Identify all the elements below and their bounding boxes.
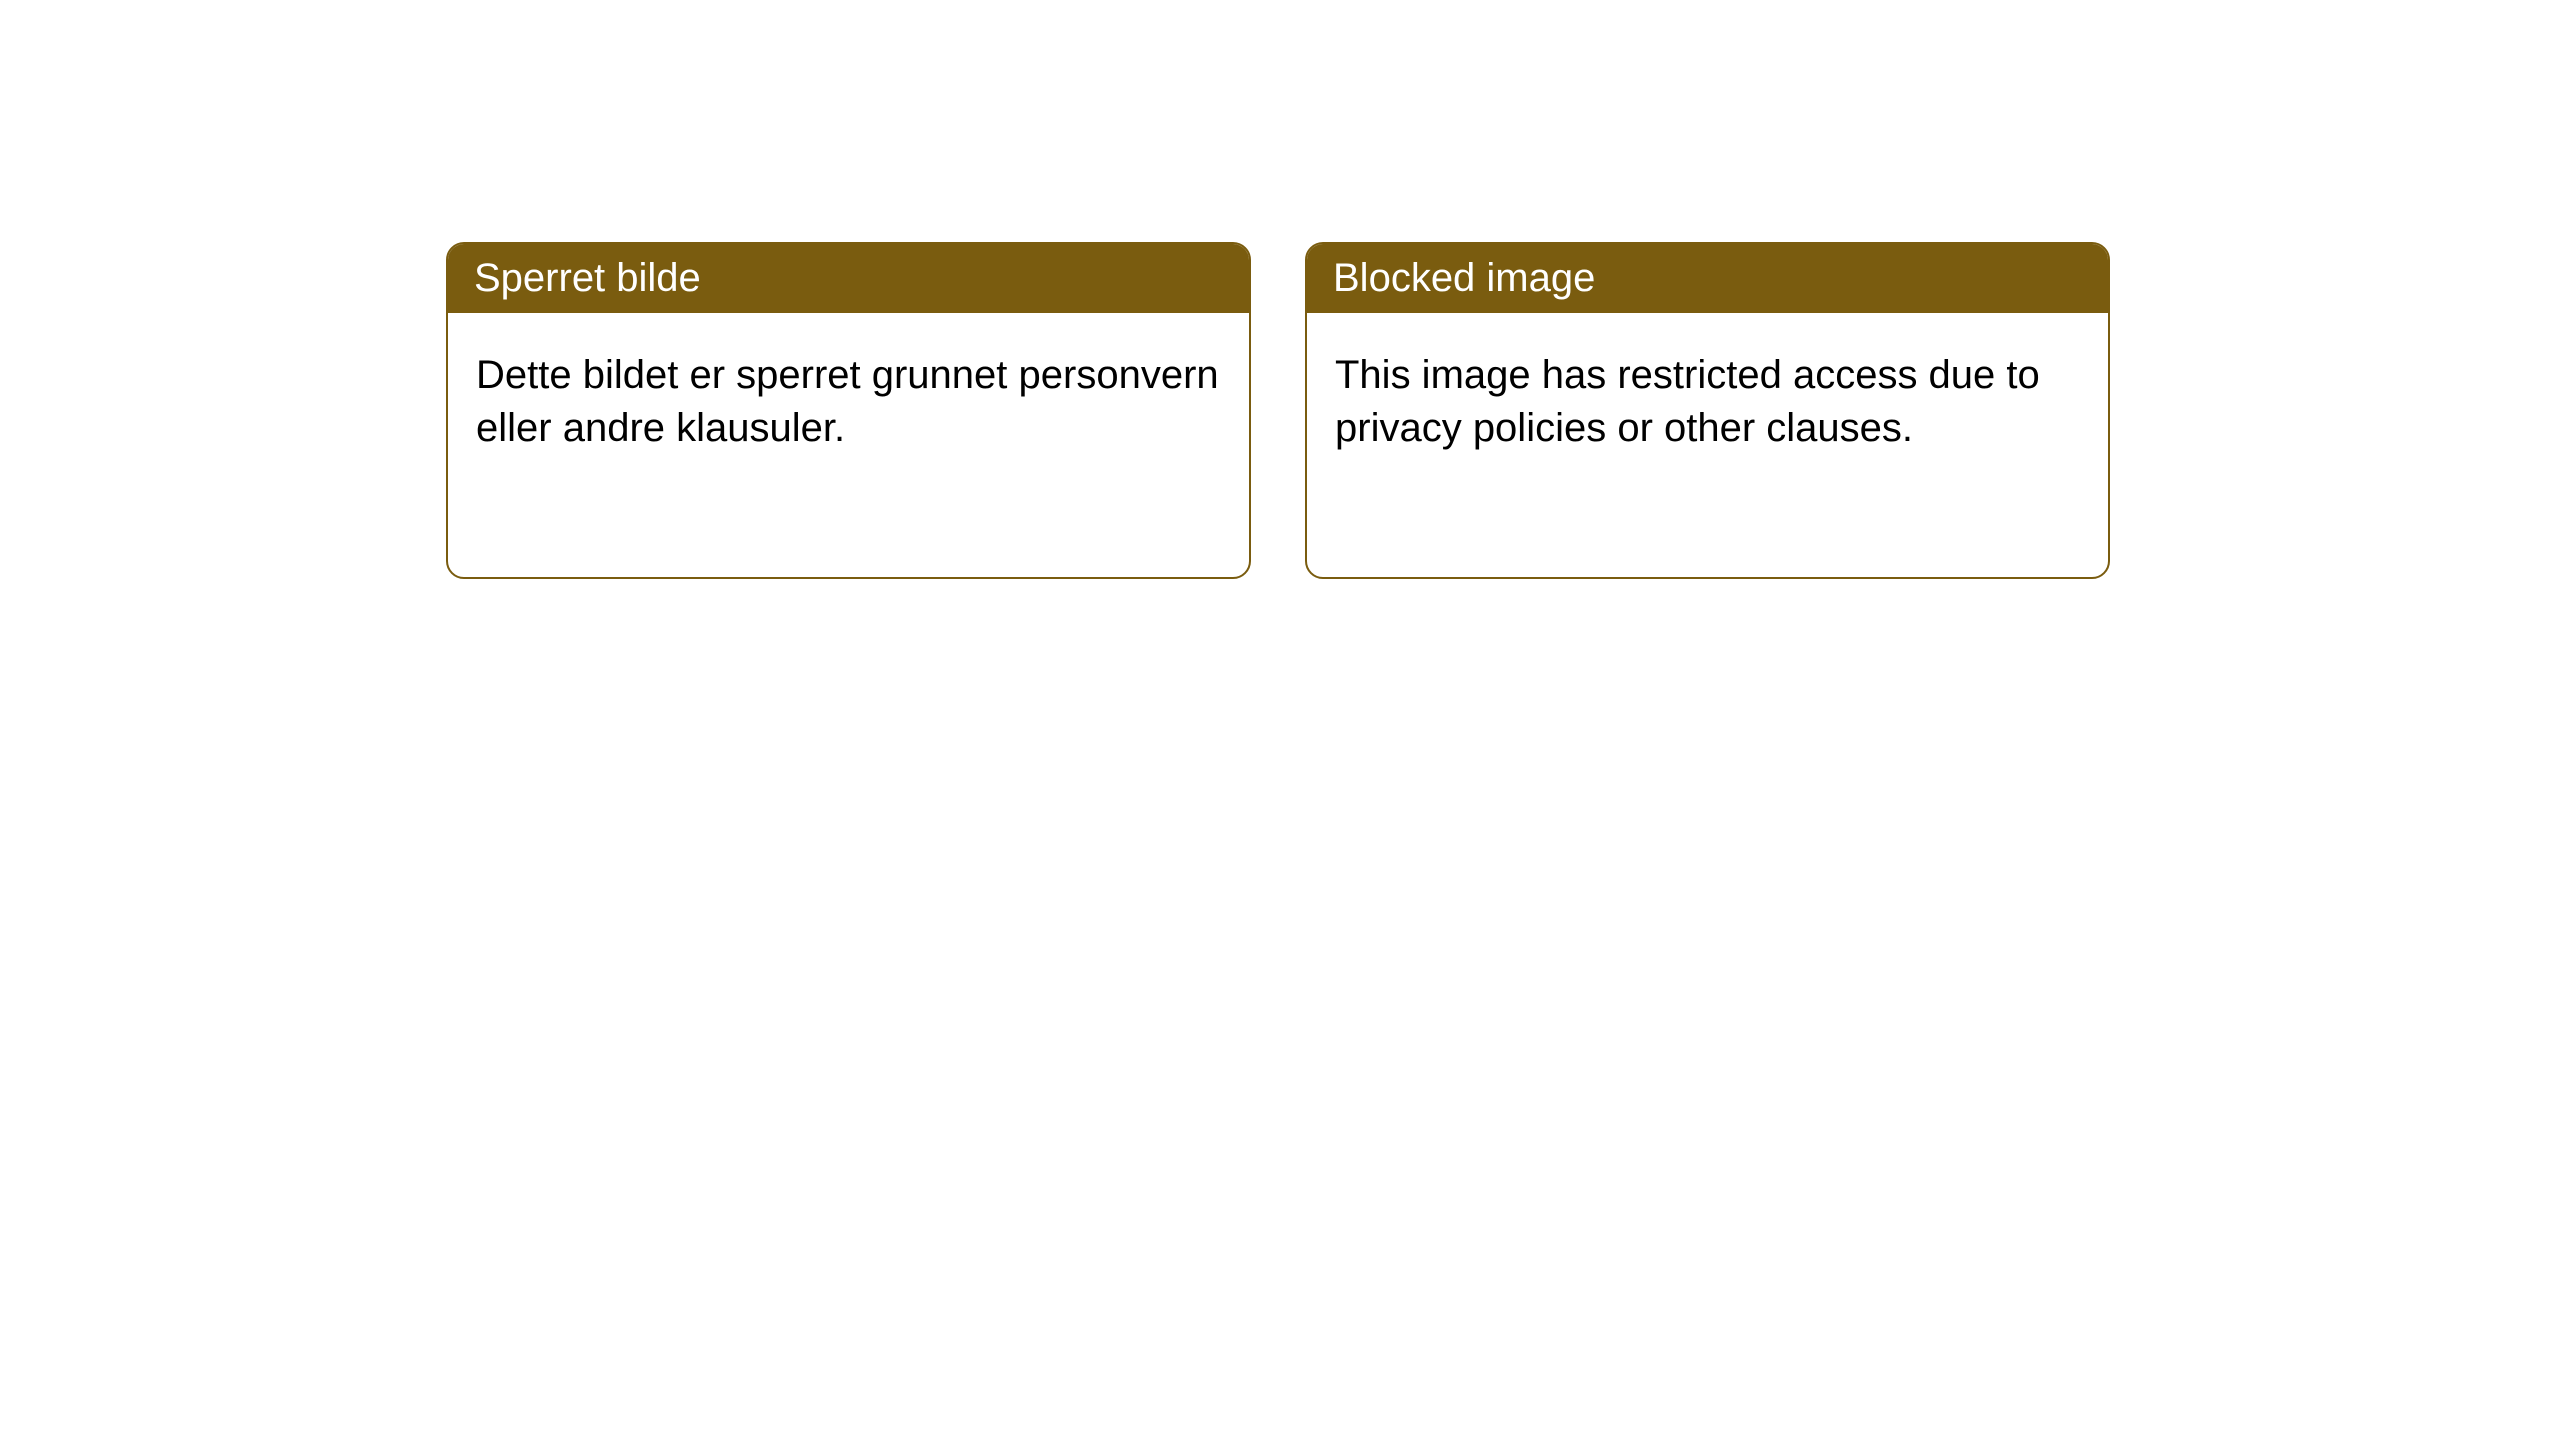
notice-card-english: Blocked image This image has restricted …: [1305, 242, 2110, 579]
notice-body-english: This image has restricted access due to …: [1307, 313, 2108, 491]
notice-card-norwegian: Sperret bilde Dette bildet er sperret gr…: [446, 242, 1251, 579]
notice-title-norwegian: Sperret bilde: [448, 244, 1249, 313]
notice-body-norwegian: Dette bildet er sperret grunnet personve…: [448, 313, 1249, 491]
notice-title-english: Blocked image: [1307, 244, 2108, 313]
notice-container: Sperret bilde Dette bildet er sperret gr…: [0, 0, 2560, 579]
